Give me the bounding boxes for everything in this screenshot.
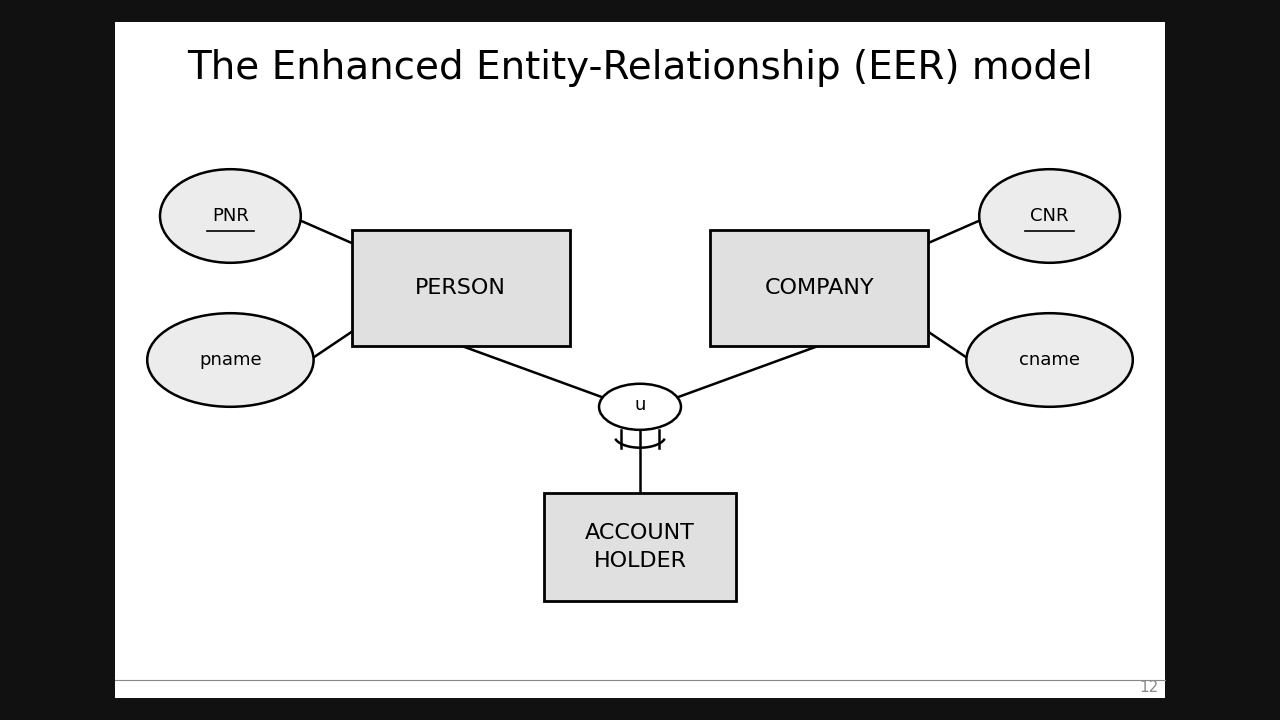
Text: The Enhanced Entity-Relationship (EER) model: The Enhanced Entity-Relationship (EER) m… bbox=[187, 50, 1093, 87]
Text: CNR: CNR bbox=[1030, 207, 1069, 225]
Text: ACCOUNT
HOLDER: ACCOUNT HOLDER bbox=[585, 523, 695, 571]
Ellipse shape bbox=[160, 169, 301, 263]
Ellipse shape bbox=[966, 313, 1133, 407]
Text: u: u bbox=[635, 396, 645, 413]
Ellipse shape bbox=[979, 169, 1120, 263]
Text: PERSON: PERSON bbox=[416, 278, 506, 298]
FancyBboxPatch shape bbox=[115, 22, 1165, 698]
Bar bbox=[710, 230, 928, 346]
Text: 12: 12 bbox=[1139, 680, 1158, 695]
Text: pname: pname bbox=[200, 351, 261, 369]
Text: PNR: PNR bbox=[212, 207, 248, 225]
Bar bbox=[544, 493, 736, 601]
Text: cname: cname bbox=[1019, 351, 1080, 369]
Circle shape bbox=[599, 384, 681, 430]
Text: COMPANY: COMPANY bbox=[764, 278, 874, 298]
Bar bbox=[352, 230, 570, 346]
Ellipse shape bbox=[147, 313, 314, 407]
